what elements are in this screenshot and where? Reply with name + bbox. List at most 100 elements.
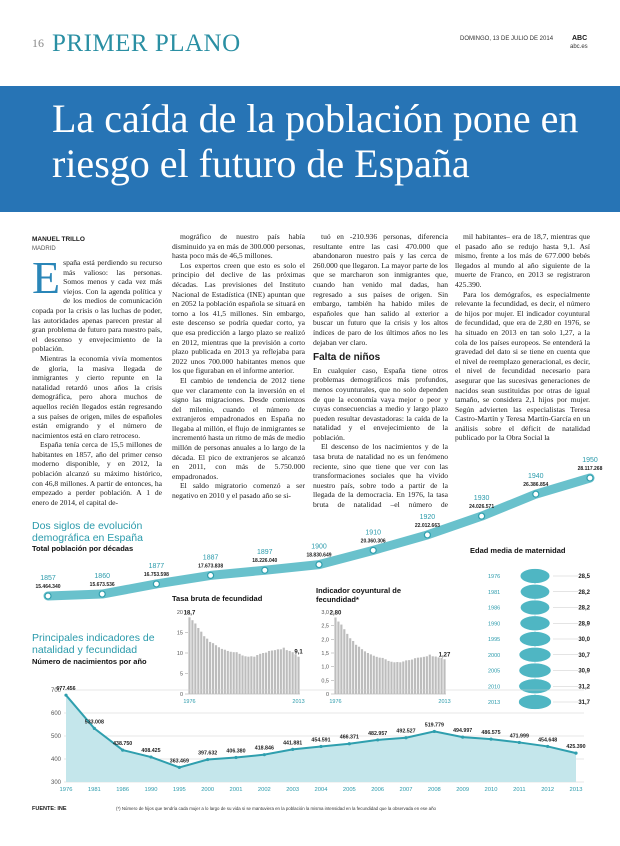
x-tick-label: 1860 xyxy=(94,573,110,580)
paragraph: El saldo migratorio comenzó a ser negati… xyxy=(172,481,305,501)
value-label: 31,2 xyxy=(578,684,590,690)
value-label: 408.425 xyxy=(141,748,160,754)
bar xyxy=(203,636,206,694)
bar xyxy=(340,624,343,694)
row-label: 1976 xyxy=(488,574,500,580)
x-tick-label: 1976 xyxy=(329,699,341,705)
bar xyxy=(282,647,285,694)
bar xyxy=(217,647,221,694)
bar xyxy=(337,621,340,694)
chart-subtitle: Total población por décadas xyxy=(32,544,134,553)
y-tick-label: 300 xyxy=(51,780,62,786)
x-tick-label: 2011 xyxy=(513,787,525,793)
point xyxy=(206,757,210,762)
x-tick-label: 2002 xyxy=(258,787,271,793)
paragraph-text: spaña está perdiendo su recurso más vali… xyxy=(32,258,162,354)
bar xyxy=(279,649,282,694)
point xyxy=(517,740,521,745)
point xyxy=(92,726,96,731)
bar xyxy=(241,655,244,694)
value-label: 28.117.268 xyxy=(578,466,603,472)
x-tick-label: 2010 xyxy=(485,787,498,793)
x-tick-label: 1930 xyxy=(474,495,490,502)
bar xyxy=(297,656,300,694)
dot xyxy=(518,694,552,710)
bar xyxy=(291,652,294,694)
dot xyxy=(519,568,551,584)
x-tick-label: 2000 xyxy=(201,787,214,793)
x-tick-label: 2005 xyxy=(343,787,356,793)
value-label: 9,1 xyxy=(294,650,303,656)
dot xyxy=(520,599,550,616)
y-tick-label: 2,0 xyxy=(321,637,329,643)
bar xyxy=(238,653,241,694)
drop-cap: E xyxy=(32,258,61,303)
point xyxy=(261,566,269,574)
point xyxy=(586,474,594,482)
value-label: 406.380 xyxy=(226,749,245,755)
bar xyxy=(267,650,271,694)
x-tick-label: 1897 xyxy=(257,549,273,556)
x-tick-label: 1910 xyxy=(365,529,381,536)
bar xyxy=(428,654,431,694)
website: abc.es xyxy=(570,44,588,50)
value-label: 24.026.571 xyxy=(469,504,494,510)
point xyxy=(532,490,540,498)
paragraph: mográfico de nuestro país había disminui… xyxy=(172,232,305,261)
paragraph: Mientras la economía vivía momentos de g… xyxy=(32,353,162,440)
point xyxy=(98,590,106,598)
bar xyxy=(259,653,262,694)
chart-title: Edad media de maternidad xyxy=(470,546,566,555)
bar xyxy=(244,656,247,694)
paragraph: mil habitantes– era de 18,7, mientras qu… xyxy=(455,232,590,289)
point xyxy=(376,738,380,742)
x-tick-label: 2013 xyxy=(570,787,583,793)
y-tick-label: 5 xyxy=(180,672,183,678)
point xyxy=(489,737,493,741)
y-tick-label: 700 xyxy=(51,688,62,694)
chart-title: Principales indicadores de natalidad y f… xyxy=(32,632,155,656)
bar xyxy=(416,657,420,694)
bar xyxy=(384,659,387,694)
bar xyxy=(390,661,393,694)
bar xyxy=(352,640,355,694)
x-tick-label: 1900 xyxy=(311,544,327,551)
dot xyxy=(519,631,551,647)
x-tick-label: 2008 xyxy=(428,787,441,793)
point xyxy=(315,561,323,569)
bar xyxy=(265,652,268,694)
bar xyxy=(214,645,218,694)
paragraph: El cambio de tendencia de 2012 tiene que… xyxy=(172,375,305,481)
x-tick-label: 2013 xyxy=(438,699,450,705)
x-tick-label: 2006 xyxy=(371,787,384,793)
y-tick-label: 2,5 xyxy=(321,624,329,630)
point xyxy=(319,744,323,749)
chart-title: Dos siglos de evolución demográfica en E… xyxy=(32,520,143,544)
point xyxy=(432,729,436,734)
point xyxy=(546,744,550,749)
paragraph: Los expertos creen que esto es solo el p… xyxy=(172,260,305,376)
value-label: 438.750 xyxy=(113,741,132,747)
point xyxy=(44,592,52,600)
value-label: 519.779 xyxy=(425,722,444,728)
point xyxy=(234,755,238,760)
place: MADRID xyxy=(32,246,56,252)
value-label: 28,2 xyxy=(578,590,590,596)
bar xyxy=(419,657,423,694)
value-label: 30,0 xyxy=(578,637,590,643)
bar xyxy=(378,657,381,694)
dot xyxy=(520,584,550,600)
bar xyxy=(346,633,349,694)
value-label: 30,9 xyxy=(578,669,590,675)
section-title: PRIMER PLANO xyxy=(52,30,241,57)
bar xyxy=(250,656,253,694)
value-label: 17.673.838 xyxy=(198,563,223,569)
bar xyxy=(197,627,200,694)
bar xyxy=(413,658,417,694)
bar xyxy=(226,650,229,694)
value-label: 20.360.306 xyxy=(361,538,386,544)
bar xyxy=(393,662,396,694)
bar xyxy=(229,651,232,694)
x-tick-label: 1976 xyxy=(60,787,73,793)
y-tick-label: 0,5 xyxy=(321,678,329,684)
